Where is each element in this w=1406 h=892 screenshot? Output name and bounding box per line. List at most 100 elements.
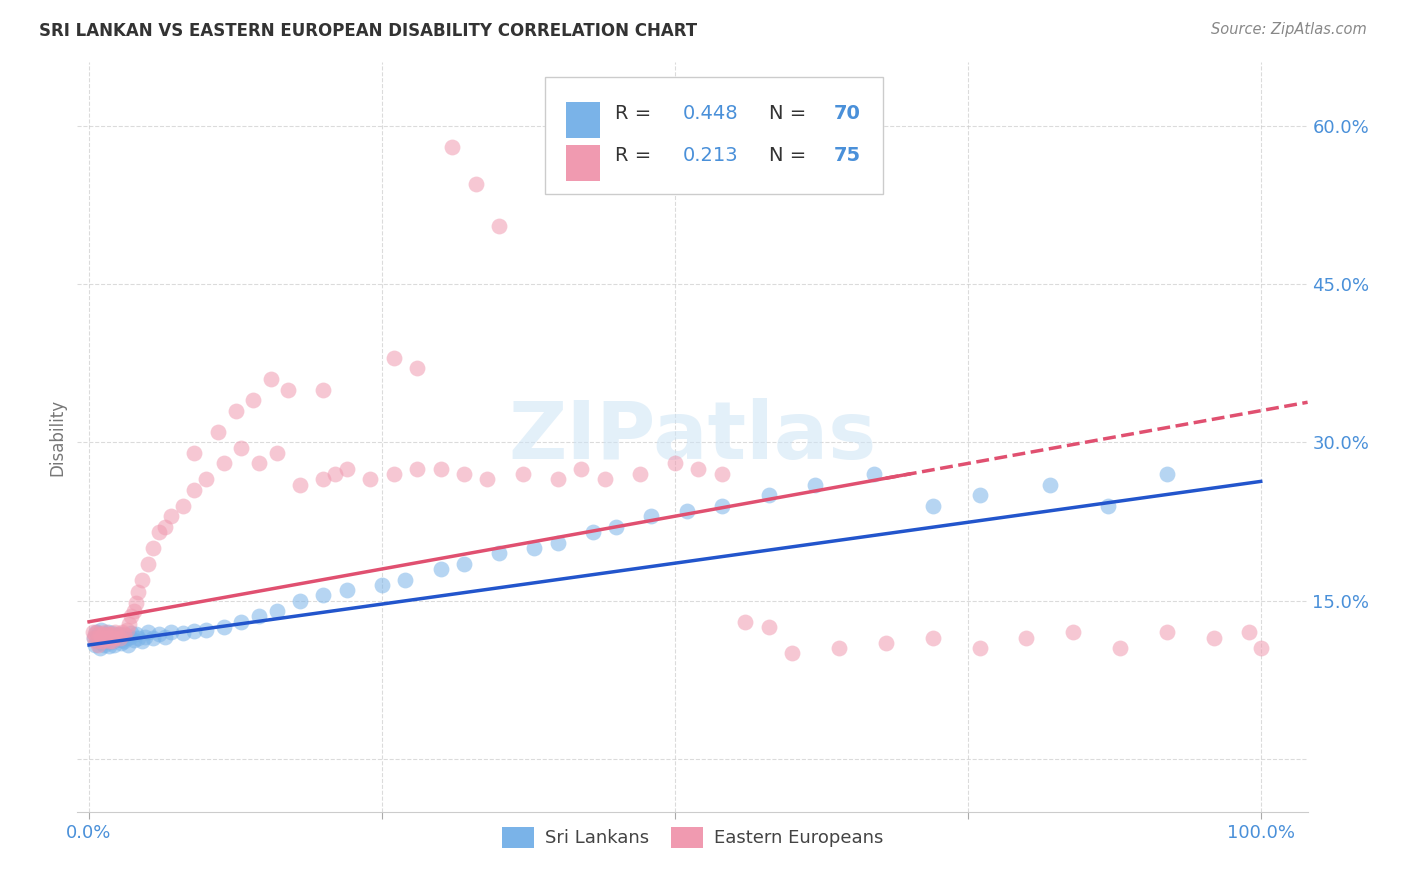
Point: [136, 625, 159, 640]
Point: [105, 632, 127, 647]
Point: [101, 626, 124, 640]
Point: [569, 461, 592, 475]
Text: R =: R =: [614, 146, 664, 165]
Point: [127, 585, 149, 599]
Point: [260, 372, 283, 386]
Point: [127, 631, 149, 645]
Point: [780, 647, 803, 661]
Point: [183, 483, 205, 497]
Text: SRI LANKAN VS EASTERN EUROPEAN DISABILITY CORRELATION CHART: SRI LANKAN VS EASTERN EUROPEAN DISABILIT…: [39, 22, 697, 40]
Point: [115, 624, 138, 638]
Point: [98, 639, 120, 653]
Point: [136, 557, 159, 571]
Point: [104, 628, 127, 642]
Point: [96, 631, 118, 645]
Point: [100, 627, 122, 641]
Point: [247, 457, 270, 471]
Point: [82, 625, 104, 640]
Point: [112, 627, 135, 641]
Text: ZIPatlas: ZIPatlas: [509, 398, 876, 476]
Point: [103, 631, 125, 645]
Point: [84, 625, 107, 640]
Point: [90, 624, 112, 638]
Point: [155, 630, 177, 644]
Point: [231, 615, 253, 629]
Point: [98, 630, 121, 644]
Point: [734, 615, 756, 629]
Point: [921, 631, 943, 645]
Point: [86, 633, 108, 648]
Point: [84, 627, 107, 641]
Point: [118, 616, 141, 631]
Point: [1039, 477, 1062, 491]
Point: [107, 631, 129, 645]
Point: [98, 630, 121, 644]
Point: [155, 520, 177, 534]
Point: [382, 467, 405, 481]
FancyBboxPatch shape: [565, 145, 600, 181]
Text: 70: 70: [834, 103, 860, 123]
Point: [111, 632, 134, 647]
Point: [101, 633, 124, 648]
Point: [117, 638, 139, 652]
Point: [688, 461, 710, 475]
Point: [91, 627, 114, 641]
Point: [160, 509, 183, 524]
Point: [172, 499, 194, 513]
Point: [91, 631, 114, 645]
Point: [758, 488, 780, 502]
Point: [323, 467, 346, 481]
Point: [371, 578, 394, 592]
Point: [710, 499, 733, 513]
Point: [212, 457, 235, 471]
Point: [148, 627, 170, 641]
Point: [863, 467, 886, 481]
Point: [120, 626, 142, 640]
Point: [758, 620, 780, 634]
Point: [125, 627, 148, 641]
Point: [125, 596, 148, 610]
Point: [225, 403, 247, 417]
Point: [114, 628, 136, 642]
Point: [512, 467, 534, 481]
Point: [89, 641, 111, 656]
Point: [675, 504, 697, 518]
Point: [212, 620, 235, 634]
Point: [453, 467, 475, 481]
Point: [104, 625, 127, 640]
Point: [804, 477, 827, 491]
Point: [97, 627, 120, 641]
Point: [89, 627, 111, 641]
Point: [547, 472, 569, 486]
Point: [108, 631, 131, 645]
Point: [288, 477, 311, 491]
Point: [103, 638, 125, 652]
Point: [195, 472, 218, 486]
Point: [98, 633, 120, 648]
Point: [90, 633, 114, 648]
Point: [172, 626, 194, 640]
Point: [134, 630, 156, 644]
Text: 75: 75: [834, 146, 860, 165]
Point: [90, 636, 114, 650]
Point: [640, 509, 662, 524]
Point: [148, 524, 170, 539]
Point: [288, 593, 311, 607]
Point: [382, 351, 405, 365]
Point: [1062, 625, 1084, 640]
Point: [312, 588, 335, 602]
Point: [122, 632, 145, 647]
Point: [1202, 631, 1225, 645]
Point: [429, 461, 451, 475]
Point: [312, 383, 335, 397]
Point: [93, 638, 115, 652]
Point: [131, 573, 153, 587]
Point: [1250, 641, 1272, 656]
Text: R =: R =: [614, 103, 658, 123]
Point: [120, 609, 142, 624]
Point: [112, 633, 135, 648]
Point: [122, 604, 145, 618]
Point: [142, 631, 165, 645]
Y-axis label: Disability: Disability: [48, 399, 66, 475]
Point: [336, 461, 359, 475]
